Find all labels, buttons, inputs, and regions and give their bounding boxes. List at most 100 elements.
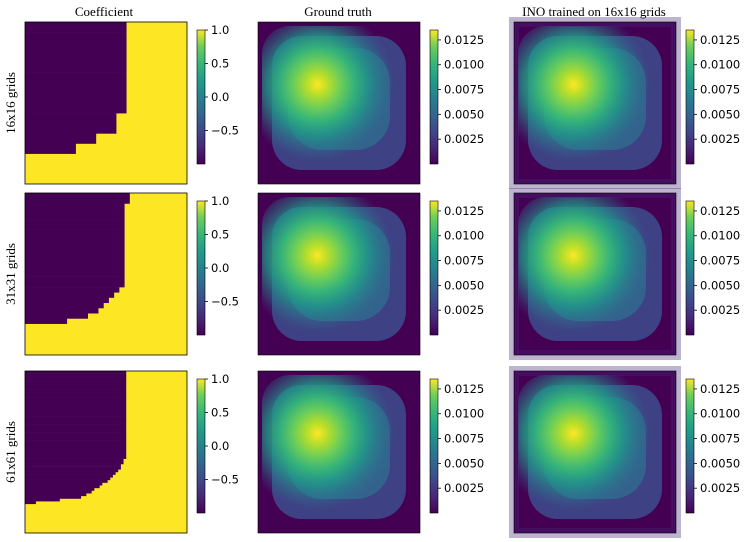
coefficient-inclusion-cell	[25, 487, 95, 491]
coefficient-inclusion-cell	[25, 224, 125, 230]
coefficient-inclusion-cell	[25, 281, 125, 288]
colorbar-tick-label: 0.5	[211, 406, 229, 420]
colorbar-tick-label: 0.0025	[444, 132, 484, 146]
coefficient-inclusion-cell	[25, 421, 127, 425]
colorbar-tick-label: 0.0	[211, 90, 229, 104]
colorbar-tick-label: 0.0100	[700, 229, 740, 243]
panel-frame	[513, 21, 677, 185]
colorbar-tick-label: 0.0075	[700, 254, 740, 268]
colorbar	[685, 378, 695, 514]
colorbar-tick-label: 0.0025	[700, 481, 740, 495]
coefficient-inclusion-cell	[25, 203, 125, 209]
coefficient-inclusion-cell	[25, 400, 127, 404]
coefficient-inclusion-cell	[25, 440, 127, 444]
coefficient-inclusion-cell	[25, 474, 113, 478]
coefficient-inclusion-cell	[25, 92, 127, 104]
solution-peak	[262, 375, 416, 529]
colorbar	[685, 200, 695, 336]
colorbar-tick-label: 0.0125	[700, 382, 740, 396]
panel-frame	[24, 370, 188, 534]
colorbar-tick-label: 0.0	[211, 439, 229, 453]
coefficient-inclusion-cell	[25, 113, 117, 124]
coefficient-inclusion-cell	[25, 271, 125, 277]
colorbar-tick-label: 1.0	[211, 23, 229, 37]
colorbar-tick-label: 0.0050	[444, 107, 484, 121]
coefficient-inclusion-cell	[25, 469, 119, 473]
coefficient-inclusion-cell	[25, 62, 127, 73]
coefficient-inclusion-cell	[25, 434, 127, 438]
colorbar-tick-label: 0.0050	[700, 456, 740, 470]
coefficient-inclusion-cell	[25, 292, 115, 298]
coefficient-inclusion-cell	[25, 307, 99, 314]
coefficient-inclusion-cell	[25, 255, 125, 262]
coefficient-inclusion-cell	[25, 495, 82, 499]
coefficient-inclusion-cell	[25, 413, 127, 417]
row-label: 16x16 grids	[3, 72, 18, 134]
coefficient-inclusion-cell	[25, 397, 127, 401]
coefficient-inclusion-cell	[25, 466, 121, 470]
colorbar-tick-label: 0.0075	[444, 83, 484, 97]
coefficient-inclusion-cell	[25, 381, 127, 385]
panel-frame	[513, 192, 677, 356]
colorbar-tick-label: 1.0	[211, 194, 229, 208]
coefficient-inclusion-cell	[25, 103, 127, 114]
coefficient-inclusion-cell	[25, 445, 127, 449]
colorbar-tick-label: 0.0025	[444, 481, 484, 495]
coefficient-inclusion-cell	[25, 240, 125, 246]
colorbar	[685, 29, 695, 165]
coefficient-inclusion-cell	[25, 229, 125, 236]
coefficient-inclusion-cell	[25, 394, 127, 398]
panel-frame	[257, 21, 421, 185]
coefficient-inclusion-cell	[25, 498, 60, 502]
coefficient-inclusion-cell	[25, 297, 109, 304]
coefficient-inclusion-cell	[25, 213, 125, 220]
coefficient-inclusion-cell	[25, 432, 127, 436]
colorbar-tick-label: −0.5	[211, 295, 239, 309]
coefficient-inclusion-cell	[25, 313, 89, 319]
panel-frame	[257, 370, 421, 534]
coefficient-inclusion-cell	[25, 260, 125, 267]
colorbar-tick-label: 0.0100	[700, 407, 740, 421]
coefficient-inclusion-cell	[25, 198, 130, 204]
coefficient-inclusion-cell	[25, 234, 125, 241]
colorbar-tick-label: 0.0075	[700, 83, 740, 97]
solution-peak	[262, 26, 416, 180]
coefficient-inclusion-cell	[25, 429, 127, 433]
coefficient-inclusion-cell	[25, 482, 103, 486]
coefficient-inclusion-cell	[25, 442, 127, 446]
panel-frame	[24, 192, 188, 356]
colorbar-tick-label: 0.5	[211, 228, 229, 242]
colorbar-tick-label: 0.5	[211, 57, 229, 71]
coefficient-inclusion-cell	[25, 193, 130, 199]
colorbar-tick-label: 0.0025	[444, 303, 484, 317]
row-label: 61x61 grids	[3, 421, 18, 483]
colorbar-tick-label: 0.0075	[444, 254, 484, 268]
colorbar-tick-label: −0.5	[211, 473, 239, 487]
coefficient-inclusion-cell	[25, 52, 127, 63]
coefficient-inclusion-cell	[25, 266, 125, 272]
coefficient-inclusion-cell	[25, 22, 127, 33]
coefficient-inclusion-cell	[25, 493, 87, 497]
coefficient-inclusion-cell	[25, 477, 111, 481]
coefficient-inclusion-cell	[25, 208, 125, 215]
coefficient-inclusion-cell	[25, 373, 127, 377]
coefficient-inclusion-cell	[25, 424, 127, 428]
coefficient-inclusion-cell	[25, 389, 127, 393]
column-title: Ground truth	[304, 4, 372, 19]
coefficient-inclusion-cell	[25, 479, 108, 483]
colorbar-tick-label: 0.0050	[700, 278, 740, 292]
coefficient-inclusion-cell	[25, 82, 127, 94]
colorbar-tick-label: 1.0	[211, 372, 229, 386]
colorbar-tick-label: 0.0075	[700, 432, 740, 446]
coefficient-inclusion-cell	[25, 219, 125, 225]
coefficient-inclusion-cell	[25, 371, 127, 374]
coefficient-inclusion-cell	[25, 123, 117, 134]
colorbar-tick-label: 0.0075	[444, 432, 484, 446]
row-label: 31x31 grids	[3, 243, 18, 305]
coefficient-inclusion-cell	[25, 426, 127, 430]
colorbar	[196, 200, 206, 336]
coefficient-inclusion-cell	[25, 32, 127, 43]
colorbar	[196, 378, 206, 514]
coefficient-inclusion-cell	[25, 471, 116, 475]
